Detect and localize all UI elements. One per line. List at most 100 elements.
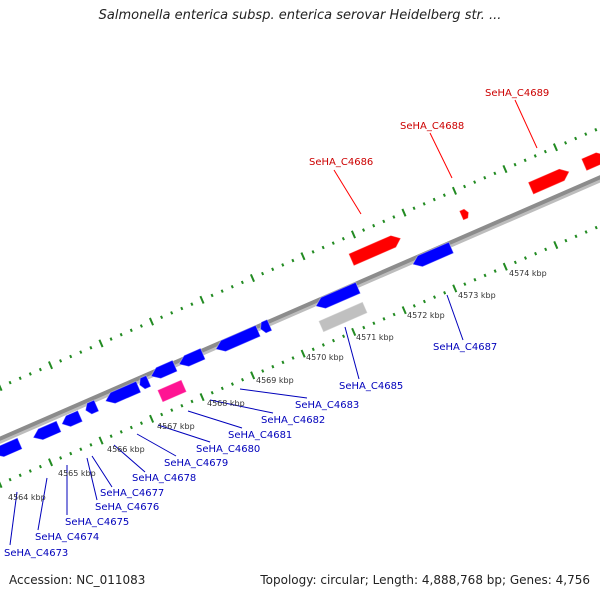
tick-mark bbox=[544, 247, 548, 252]
tick-mark bbox=[38, 367, 42, 372]
tick-mark bbox=[291, 356, 295, 360]
tick-mark bbox=[139, 324, 143, 328]
genome-summary-text: Topology: circular; Length: 4,888,768 bp… bbox=[260, 573, 590, 587]
tick-mark bbox=[0, 384, 3, 392]
gene-label-forward[interactable]: SeHA_C4688 bbox=[400, 121, 464, 132]
tick-mark bbox=[443, 291, 447, 295]
rna-gene-highlight bbox=[156, 379, 188, 403]
tick-mark bbox=[119, 430, 123, 434]
tick-mark bbox=[382, 219, 386, 224]
tick-mark bbox=[451, 186, 457, 195]
gene-features bbox=[0, 151, 600, 458]
tick-mark bbox=[574, 234, 578, 239]
label-leader-reverse bbox=[239, 388, 308, 399]
tick-mark bbox=[523, 256, 527, 260]
reverse-gene-shape bbox=[215, 325, 261, 352]
tick-mark bbox=[8, 380, 12, 385]
backbone-line bbox=[0, 175, 600, 441]
gene-label-reverse[interactable]: SeHA_C4680 bbox=[196, 444, 260, 455]
forward-gene-highlight bbox=[527, 168, 570, 196]
tick-mark bbox=[584, 132, 588, 136]
scale-label: 4572 kbp bbox=[407, 311, 445, 320]
tick-mark bbox=[300, 252, 306, 261]
tick-mark bbox=[98, 436, 104, 445]
tick-mark bbox=[331, 338, 335, 343]
gene-label-reverse[interactable]: SeHA_C4676 bbox=[95, 502, 159, 513]
gene-label-reverse[interactable]: SeHA_C4675 bbox=[65, 517, 129, 528]
tick-mark bbox=[553, 240, 559, 250]
tick-mark bbox=[18, 473, 22, 478]
label-leader-forward bbox=[333, 169, 362, 215]
tick-marks bbox=[0, 128, 598, 489]
gene-label-reverse[interactable]: SeHA_C4685 bbox=[339, 381, 403, 392]
tick-mark bbox=[502, 164, 508, 174]
tick-mark bbox=[149, 414, 155, 423]
tick-mark bbox=[594, 225, 598, 230]
tick-mark bbox=[59, 456, 63, 460]
tick-mark bbox=[109, 337, 113, 341]
tick-mark bbox=[281, 360, 285, 365]
gene-label-reverse[interactable]: SeHA_C4681 bbox=[228, 430, 292, 441]
reverse-gene bbox=[150, 359, 178, 380]
tick-mark bbox=[362, 325, 366, 330]
tick-mark bbox=[534, 251, 538, 256]
tick-mark bbox=[0, 481, 3, 489]
gene-label-forward[interactable]: SeHA_C4689 bbox=[485, 88, 549, 99]
tick-mark bbox=[210, 293, 214, 298]
scale-label: 4567 kbp bbox=[157, 422, 195, 431]
label-leader-reverse bbox=[187, 410, 243, 429]
reverse-gene-shape bbox=[151, 360, 178, 379]
tick-mark bbox=[129, 425, 133, 430]
tick-mark bbox=[321, 245, 325, 250]
tick-mark bbox=[392, 312, 396, 317]
reverse-gene bbox=[138, 374, 152, 390]
gene-label-reverse[interactable]: SeHA_C4673 bbox=[4, 548, 68, 559]
tick-mark bbox=[321, 343, 325, 347]
gene-label-reverse[interactable]: SeHA_C4678 bbox=[132, 473, 196, 484]
gene-label-reverse[interactable]: SeHA_C4674 bbox=[35, 532, 99, 543]
tick-mark bbox=[139, 421, 143, 425]
tick-mark bbox=[261, 271, 265, 276]
tick-mark bbox=[473, 180, 477, 184]
reverse-gene-highlight bbox=[315, 281, 362, 310]
reverse-gene-shape bbox=[105, 381, 141, 404]
gene-label-reverse[interactable]: SeHA_C4677 bbox=[100, 488, 164, 499]
reverse-gene-highlight bbox=[32, 420, 62, 441]
gene-label-reverse[interactable]: SeHA_C4679 bbox=[164, 458, 228, 469]
tick-mark bbox=[199, 295, 205, 304]
tick-mark bbox=[372, 321, 376, 325]
gene-label-forward[interactable]: SeHA_C4686 bbox=[309, 157, 373, 168]
reverse-gene bbox=[178, 347, 206, 368]
reverse-gene-highlight bbox=[84, 399, 100, 415]
label-leader-reverse bbox=[9, 491, 18, 546]
forward-gene-shape bbox=[528, 168, 570, 195]
tick-mark bbox=[230, 382, 234, 386]
tick-mark bbox=[210, 390, 214, 395]
tick-mark bbox=[109, 434, 113, 438]
tick-mark bbox=[422, 299, 426, 304]
tick-mark bbox=[190, 302, 194, 306]
tick-mark bbox=[8, 477, 12, 482]
tick-mark bbox=[249, 273, 255, 283]
tick-mark bbox=[350, 230, 356, 239]
scale-label: 4570 kbp bbox=[306, 353, 344, 362]
tick-mark bbox=[533, 154, 537, 158]
reverse-gene-highlight bbox=[178, 347, 206, 368]
gene-label-reverse[interactable]: SeHA_C4682 bbox=[261, 415, 325, 426]
scale-label: 4565 kbp bbox=[58, 469, 96, 478]
tick-mark bbox=[331, 241, 335, 245]
reverse-gene bbox=[32, 420, 62, 441]
reverse-gene-highlight bbox=[215, 324, 262, 353]
tick-mark bbox=[119, 332, 123, 337]
forward-gene-shape bbox=[348, 235, 401, 266]
gene-label-reverse[interactable]: SeHA_C4683 bbox=[295, 400, 359, 411]
tick-mark bbox=[180, 306, 184, 311]
tick-mark bbox=[170, 311, 174, 315]
gene-label-reverse[interactable]: SeHA_C4687 bbox=[433, 342, 497, 353]
scale-label: 4568 kbp bbox=[207, 399, 245, 408]
reverse-gene bbox=[315, 281, 362, 310]
tick-mark bbox=[300, 349, 306, 358]
label-lines bbox=[9, 99, 538, 546]
label-leader-forward bbox=[514, 99, 538, 149]
